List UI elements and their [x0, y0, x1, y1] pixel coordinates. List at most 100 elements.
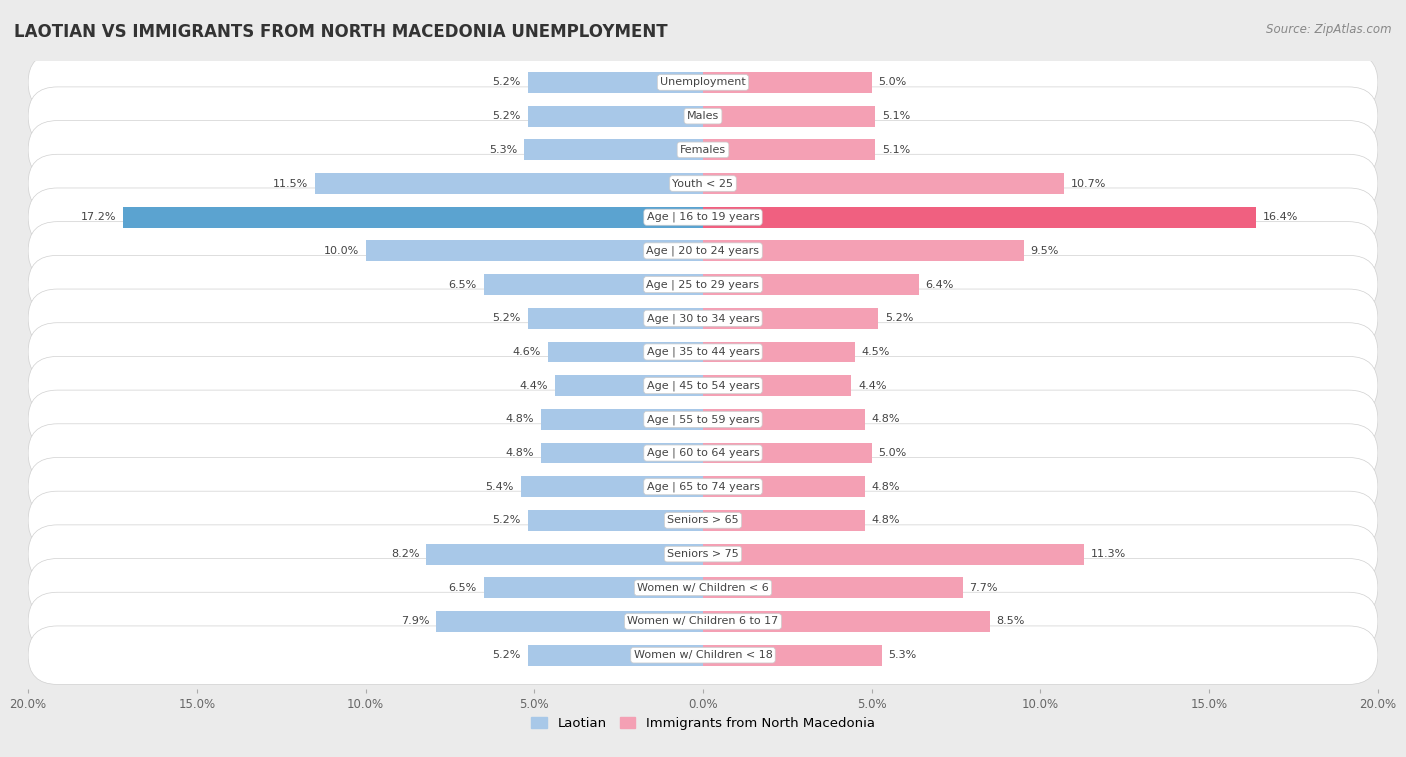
Text: Unemployment: Unemployment — [661, 77, 745, 88]
FancyBboxPatch shape — [28, 188, 1378, 247]
Bar — [122, 207, 703, 228]
Text: 10.7%: 10.7% — [1071, 179, 1107, 188]
Bar — [527, 645, 703, 665]
Text: Age | 20 to 24 years: Age | 20 to 24 years — [647, 246, 759, 256]
Text: 5.4%: 5.4% — [485, 481, 515, 492]
Bar — [315, 173, 703, 194]
Text: 4.8%: 4.8% — [506, 448, 534, 458]
Text: 5.2%: 5.2% — [492, 77, 520, 88]
Text: 5.2%: 5.2% — [492, 313, 520, 323]
Text: 16.4%: 16.4% — [1263, 212, 1299, 223]
Text: 4.4%: 4.4% — [858, 381, 887, 391]
Text: 5.2%: 5.2% — [492, 111, 520, 121]
Text: 8.5%: 8.5% — [997, 616, 1025, 627]
Bar — [548, 341, 703, 363]
Text: Youth < 25: Youth < 25 — [672, 179, 734, 188]
Text: 5.0%: 5.0% — [879, 77, 907, 88]
Text: 5.2%: 5.2% — [492, 650, 520, 660]
Bar — [703, 173, 1064, 194]
Text: 11.3%: 11.3% — [1091, 549, 1126, 559]
Text: 8.2%: 8.2% — [391, 549, 419, 559]
Bar — [484, 578, 703, 598]
Bar — [703, 375, 852, 396]
Text: 4.8%: 4.8% — [872, 414, 900, 425]
Text: 4.6%: 4.6% — [513, 347, 541, 357]
Text: 5.1%: 5.1% — [882, 111, 910, 121]
Bar — [524, 139, 703, 160]
Text: Males: Males — [688, 111, 718, 121]
Text: 5.1%: 5.1% — [882, 145, 910, 155]
Text: 6.5%: 6.5% — [449, 583, 477, 593]
Bar — [703, 341, 855, 363]
Text: 7.7%: 7.7% — [970, 583, 998, 593]
Text: Age | 35 to 44 years: Age | 35 to 44 years — [647, 347, 759, 357]
FancyBboxPatch shape — [28, 322, 1378, 382]
Text: 5.3%: 5.3% — [489, 145, 517, 155]
Bar — [541, 409, 703, 430]
FancyBboxPatch shape — [28, 390, 1378, 449]
FancyBboxPatch shape — [28, 120, 1378, 179]
Bar — [703, 274, 920, 295]
Text: 10.0%: 10.0% — [323, 246, 359, 256]
FancyBboxPatch shape — [28, 289, 1378, 347]
Text: Women w/ Children < 6: Women w/ Children < 6 — [637, 583, 769, 593]
Bar — [484, 274, 703, 295]
Text: Age | 25 to 29 years: Age | 25 to 29 years — [647, 279, 759, 290]
Bar — [703, 139, 875, 160]
Text: 5.2%: 5.2% — [886, 313, 914, 323]
Legend: Laotian, Immigrants from North Macedonia: Laotian, Immigrants from North Macedonia — [526, 712, 880, 736]
Text: Females: Females — [681, 145, 725, 155]
Text: Women w/ Children < 18: Women w/ Children < 18 — [634, 650, 772, 660]
FancyBboxPatch shape — [28, 255, 1378, 314]
Bar — [554, 375, 703, 396]
Bar — [703, 544, 1084, 565]
Bar — [703, 645, 882, 665]
Text: Age | 45 to 54 years: Age | 45 to 54 years — [647, 381, 759, 391]
Bar — [703, 207, 1257, 228]
Bar — [366, 241, 703, 261]
Bar — [703, 476, 865, 497]
FancyBboxPatch shape — [28, 491, 1378, 550]
Text: 4.4%: 4.4% — [519, 381, 548, 391]
Text: Source: ZipAtlas.com: Source: ZipAtlas.com — [1267, 23, 1392, 36]
Text: 5.0%: 5.0% — [879, 448, 907, 458]
Bar — [527, 308, 703, 329]
Text: 4.8%: 4.8% — [872, 516, 900, 525]
Text: Age | 16 to 19 years: Age | 16 to 19 years — [647, 212, 759, 223]
FancyBboxPatch shape — [28, 222, 1378, 280]
Text: 17.2%: 17.2% — [80, 212, 115, 223]
FancyBboxPatch shape — [28, 559, 1378, 617]
Text: Seniors > 65: Seniors > 65 — [668, 516, 738, 525]
Bar — [703, 72, 872, 93]
Text: 9.5%: 9.5% — [1031, 246, 1059, 256]
Text: 5.2%: 5.2% — [492, 516, 520, 525]
Bar — [703, 510, 865, 531]
Text: Age | 55 to 59 years: Age | 55 to 59 years — [647, 414, 759, 425]
Text: Age | 30 to 34 years: Age | 30 to 34 years — [647, 313, 759, 323]
Text: Seniors > 75: Seniors > 75 — [666, 549, 740, 559]
Bar — [703, 308, 879, 329]
Bar — [703, 443, 872, 463]
Text: 4.8%: 4.8% — [872, 481, 900, 492]
FancyBboxPatch shape — [28, 592, 1378, 651]
FancyBboxPatch shape — [28, 525, 1378, 584]
Bar — [703, 409, 865, 430]
Bar — [541, 443, 703, 463]
Text: Age | 60 to 64 years: Age | 60 to 64 years — [647, 448, 759, 458]
Bar — [436, 611, 703, 632]
FancyBboxPatch shape — [28, 357, 1378, 415]
Text: Women w/ Children 6 to 17: Women w/ Children 6 to 17 — [627, 616, 779, 627]
FancyBboxPatch shape — [28, 87, 1378, 145]
FancyBboxPatch shape — [28, 154, 1378, 213]
Bar — [703, 578, 963, 598]
Text: Age | 65 to 74 years: Age | 65 to 74 years — [647, 481, 759, 492]
Bar — [426, 544, 703, 565]
Text: 6.4%: 6.4% — [925, 279, 955, 290]
Bar — [527, 72, 703, 93]
Bar — [703, 611, 990, 632]
Text: LAOTIAN VS IMMIGRANTS FROM NORTH MACEDONIA UNEMPLOYMENT: LAOTIAN VS IMMIGRANTS FROM NORTH MACEDON… — [14, 23, 668, 41]
Bar — [527, 510, 703, 531]
FancyBboxPatch shape — [28, 53, 1378, 112]
Text: 11.5%: 11.5% — [273, 179, 308, 188]
Text: 6.5%: 6.5% — [449, 279, 477, 290]
